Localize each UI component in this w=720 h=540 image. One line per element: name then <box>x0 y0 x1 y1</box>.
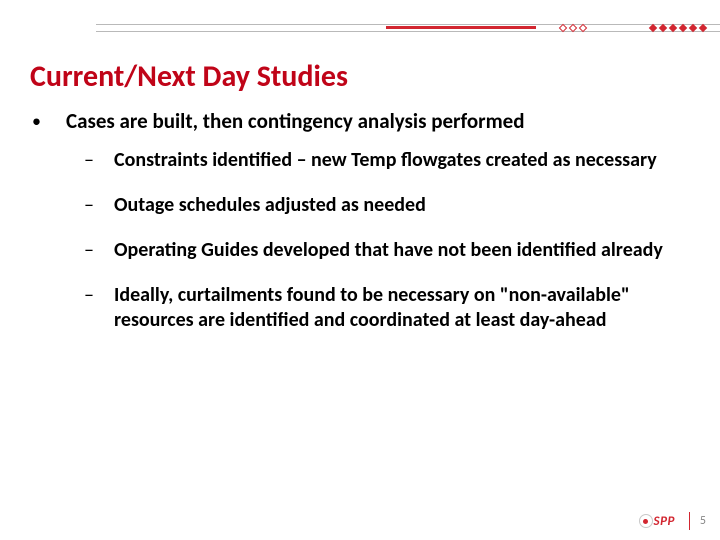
bullet-level2: – Operating Guides developed that have n… <box>84 238 688 263</box>
bullet-level2: – Outage schedules adjusted as needed <box>84 193 688 218</box>
bullet-level1: • Cases are built, then contingency anal… <box>32 108 688 134</box>
dash-marker: – <box>84 148 114 173</box>
bullet-marker: • <box>32 108 66 134</box>
ornament-line-bottom <box>96 31 720 32</box>
bullet-level2: – Ideally, curtailments found to be nece… <box>84 283 688 333</box>
dash-marker: – <box>84 193 114 218</box>
sub-bullet-text: Ideally, curtailments found to be necess… <box>114 283 674 333</box>
sub-bullet-text: Operating Guides developed that have not… <box>114 238 663 263</box>
slide-footer: SPP 5 <box>639 512 706 530</box>
spp-logo: SPP <box>639 514 675 529</box>
footer-divider <box>689 512 690 530</box>
slide-content: • Cases are built, then contingency anal… <box>32 108 688 353</box>
dash-marker: – <box>84 238 114 263</box>
slide-title: Current/Next Day Studies <box>30 58 348 95</box>
dash-marker: – <box>84 283 114 333</box>
slide: Current/Next Day Studies • Cases are bui… <box>0 0 720 540</box>
sub-bullet-text: Constraints identified – new Temp flowga… <box>114 148 657 173</box>
ornament-red-segment <box>386 26 536 29</box>
ornament-line-top <box>96 24 720 25</box>
logo-text: SPP <box>654 514 675 529</box>
top-ornament <box>0 22 720 36</box>
logo-circle-icon <box>639 514 653 528</box>
sub-bullet-text: Outage schedules adjusted as needed <box>114 193 426 218</box>
bullet-level2: – Constraints identified – new Temp flow… <box>84 148 688 173</box>
page-number: 5 <box>700 514 706 528</box>
bullet-text: Cases are built, then contingency analys… <box>66 108 525 134</box>
